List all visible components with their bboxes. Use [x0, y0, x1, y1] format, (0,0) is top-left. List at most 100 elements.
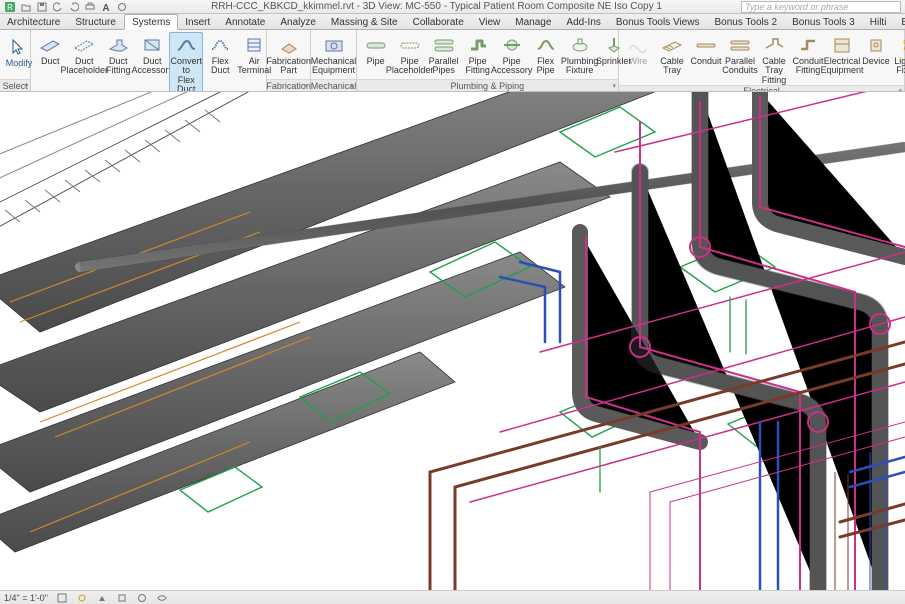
pfitting-icon — [467, 34, 489, 56]
device-button[interactable]: Device — [859, 32, 893, 85]
tab-manage[interactable]: Manage — [508, 15, 559, 29]
flex-icon — [175, 34, 197, 56]
cable-tray-button[interactable]: Cable Tray — [655, 32, 689, 85]
svg-text:R: R — [7, 3, 13, 12]
parallel-pipes-button[interactable]: Parallel Pipes — [427, 32, 461, 79]
airterm-icon — [243, 34, 265, 56]
paccessory-icon — [501, 34, 523, 56]
shadows-icon[interactable] — [96, 593, 108, 603]
lighting-fixture-button[interactable]: Lighting Fixture — [893, 32, 905, 85]
plumbing-fixture-button[interactable]: Plumbing Fixture — [563, 32, 597, 79]
tab-bonus-tools-views[interactable]: Bonus Tools Views — [609, 15, 708, 29]
tab-add-ins[interactable]: Add-Ins — [559, 15, 608, 29]
ribbon-tabs: ArchitectureStructureSystemsInsertAnnota… — [0, 14, 905, 30]
crop-icon[interactable] — [116, 593, 128, 603]
flex-pipe-button[interactable]: Flex Pipe — [529, 32, 563, 79]
panel-select: ModifySelect▾ — [0, 30, 31, 91]
open-icon[interactable] — [20, 1, 32, 13]
duct-ph-icon — [73, 34, 95, 56]
title-bar: R A RRH-CCC_KBKCD_kkimmel.rvt - 3D View:… — [0, 0, 905, 14]
window-title: RRH-CCC_KBKCD_kkimmel.rvt - 3D View: MC-… — [132, 1, 741, 12]
tab-hilti[interactable]: Hilti — [863, 15, 895, 29]
fab-icon — [278, 34, 300, 56]
cursor-icon — [8, 36, 30, 58]
mech-equipment-button[interactable]: Mechanical Equipment — [313, 32, 353, 79]
redo-icon[interactable] — [68, 1, 80, 13]
app-menu-icon[interactable]: R — [4, 1, 16, 13]
search-input[interactable]: Type a keyword or phrase — [741, 1, 901, 13]
sun-path-icon[interactable] — [76, 593, 88, 603]
panel-launcher-icon[interactable]: ▾ — [613, 82, 617, 90]
panel-launcher-icon[interactable]: ▾ — [25, 82, 29, 90]
electrical-equipment-button[interactable]: Electrical Equipment — [825, 32, 859, 85]
duct-fitting-button[interactable]: Duct Fitting — [101, 32, 135, 92]
electrical-equipment-label: Electrical Equipment — [821, 57, 864, 77]
tab-insert[interactable]: Insert — [178, 15, 218, 29]
tab-systems[interactable]: Systems — [124, 14, 178, 30]
light-icon — [899, 34, 905, 56]
panel-title: Mechanical▾ — [311, 79, 355, 91]
cable-tray-label: Cable Tray — [660, 57, 684, 77]
accessory-icon — [141, 34, 163, 56]
conduit-button[interactable]: Conduit — [689, 32, 723, 85]
duct-accessory-label: Duct Accessory — [132, 57, 174, 77]
sync-icon[interactable] — [116, 1, 128, 13]
panel-title: Electrical▾ — [619, 85, 904, 92]
convert-flex-button[interactable]: Convert to Flex Duct — [169, 32, 203, 92]
text-icon[interactable]: A — [100, 1, 112, 13]
pipe-accessory-button[interactable]: Pipe Accessory — [495, 32, 529, 79]
panel-launcher-icon[interactable]: ▾ — [350, 82, 354, 90]
panel-electrical: WireCable TrayConduitParallel ConduitsCa… — [619, 30, 905, 91]
pipe-label: Pipe — [367, 57, 385, 77]
quick-access-toolbar: R A — [0, 1, 132, 13]
panel-title: Plumbing & Piping▾ — [357, 79, 618, 91]
tab-massing-site[interactable]: Massing & Site — [324, 15, 406, 29]
pipe-fitting-button[interactable]: Pipe Fitting — [461, 32, 495, 79]
pconduits-icon — [729, 34, 751, 56]
undo-icon[interactable] — [52, 1, 64, 13]
tab-collaborate[interactable]: Collaborate — [406, 15, 472, 29]
pipe-icon — [365, 34, 387, 56]
flex-duct-button[interactable]: Flex Duct — [203, 32, 237, 92]
flex-pipe-label: Flex Pipe — [537, 57, 555, 77]
parallel-conduits-button[interactable]: Parallel Conduits — [723, 32, 757, 85]
tab-architecture[interactable]: Architecture — [0, 15, 68, 29]
flexpipe-icon — [535, 34, 557, 56]
pipe-accessory-label: Pipe Accessory — [491, 57, 533, 77]
tab-bonus-tools-2[interactable]: Bonus Tools 2 — [707, 15, 785, 29]
tab-bim-one[interactable]: BIM One — [894, 15, 905, 29]
3d-viewport[interactable] — [0, 92, 905, 590]
print-icon[interactable] — [84, 1, 96, 13]
panel-mechanical: Mechanical EquipmentMechanical▾ — [311, 30, 356, 91]
duct-label: Duct — [41, 57, 60, 77]
visual-style-icon[interactable] — [136, 593, 148, 603]
tab-structure[interactable]: Structure — [68, 15, 124, 29]
ctray-icon — [661, 34, 683, 56]
conduit-fitting-label: Conduit Fitting — [793, 57, 824, 77]
convert-flex-label: Convert to Flex Duct — [171, 57, 203, 92]
ctfitting-icon — [763, 34, 785, 56]
model-graphics-icon[interactable] — [56, 593, 68, 603]
pipe-ph-icon — [399, 34, 421, 56]
save-icon[interactable] — [36, 1, 48, 13]
hide-isolate-icon[interactable] — [156, 593, 168, 603]
cable-tray-fitting-button[interactable]: Cable Tray Fitting — [757, 32, 791, 85]
pipe-placeholder-button[interactable]: Pipe Placeholder — [393, 32, 427, 79]
wire-button: Wire — [621, 32, 655, 85]
tab-annotate[interactable]: Annotate — [218, 15, 273, 29]
eequip-icon — [831, 34, 853, 56]
duct-accessory-button[interactable]: Duct Accessory — [135, 32, 169, 92]
duct-icon — [39, 34, 61, 56]
tab-bonus-tools-3[interactable]: Bonus Tools 3 — [785, 15, 863, 29]
duct-placeholder-button[interactable]: Duct Placeholder — [67, 32, 101, 92]
tab-view[interactable]: View — [472, 15, 509, 29]
fitting-icon — [107, 34, 129, 56]
tab-analyze[interactable]: Analyze — [273, 15, 324, 29]
flex2-icon — [209, 34, 231, 56]
scale-label[interactable]: 1/4" = 1'-0" — [4, 593, 48, 603]
parallel-conduits-label: Parallel Conduits — [722, 57, 758, 77]
panel-title: Select▾ — [0, 79, 30, 91]
cable-tray-fitting-label: Cable Tray Fitting — [760, 57, 788, 85]
panel-launcher-icon[interactable]: ▾ — [305, 82, 309, 90]
fabrication-part-button[interactable]: Fabrication Part — [269, 32, 308, 79]
